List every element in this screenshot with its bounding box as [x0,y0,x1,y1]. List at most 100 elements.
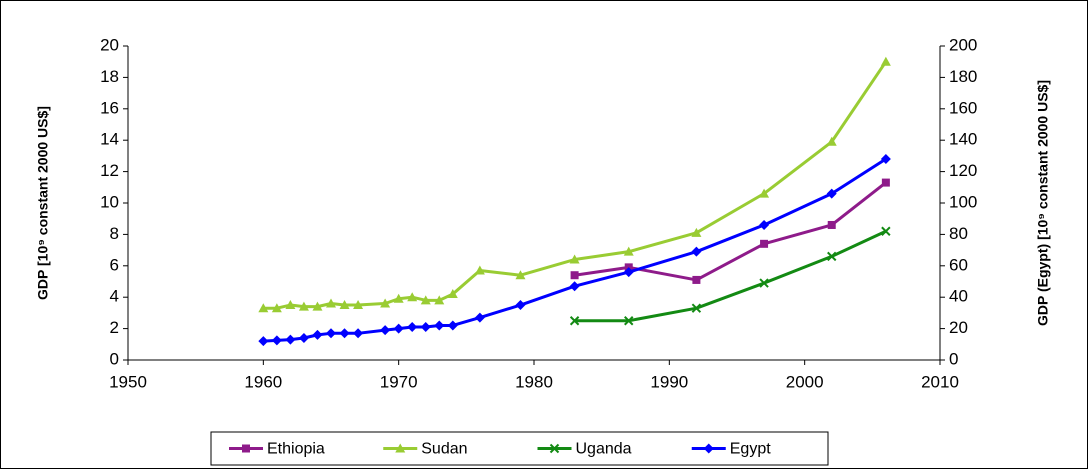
marker [623,267,634,278]
marker [326,328,336,339]
marker [826,188,837,199]
y-tick-label: 14 [100,130,119,149]
marker [420,322,431,333]
y2-tick-label: 160 [949,98,977,117]
marker [474,265,485,275]
series-line [574,181,887,282]
x-tick-label: 2000 [786,372,824,391]
y2-tick-label: 120 [949,161,977,180]
x-tick-label: 1950 [109,372,147,391]
x-tick-label: 1970 [380,372,418,391]
marker [759,188,770,198]
marker [312,301,323,311]
marker [312,329,323,340]
marker [759,278,769,288]
marker [624,316,634,326]
marker [393,323,404,334]
x-tick-label: 1980 [515,372,553,391]
legend-label: Egypt [730,441,771,458]
marker [298,301,309,311]
legend-marker [549,443,560,454]
marker [569,254,580,264]
series-line [263,157,887,343]
marker [298,333,309,344]
marker [380,298,391,308]
marker [353,300,364,310]
marker [285,300,296,310]
y2-axis-label: GDP (Egypt) [10⁹ constant 2000 US$] [1035,80,1051,326]
marker [339,328,350,339]
marker [393,293,404,303]
marker [691,227,702,237]
marker [826,136,837,146]
y2-tick-label: 180 [949,67,977,86]
marker [447,320,458,331]
marker [881,178,890,187]
marker [691,246,702,257]
series-line [263,60,888,310]
marker [271,303,282,313]
marker [569,281,580,292]
marker [420,295,431,305]
y2-tick-label: 200 [949,35,977,54]
marker [407,292,418,302]
marker [380,325,391,336]
marker [570,271,579,280]
series-line [574,229,887,323]
legend-marker [242,444,250,453]
y-tick-label: 8 [110,224,119,243]
y-tick-label: 6 [110,255,119,274]
legend-label: Uganda [576,441,632,458]
marker [569,316,580,326]
marker [827,220,836,229]
y-tick-label: 2 [110,318,119,337]
y-tick-label: 0 [110,349,119,368]
marker [880,56,891,66]
legend-marker [395,443,406,453]
y2-tick-label: 80 [949,224,968,243]
marker [434,320,445,331]
marker [339,300,350,310]
y2-tick-label: 40 [949,287,968,306]
marker [759,219,770,230]
legend-marker [703,443,714,454]
marker [285,334,296,345]
marker [881,226,891,236]
y-axis-label: GDP [10⁹ constant 2000 US$] [35,106,51,300]
marker [691,303,702,313]
y2-tick-label: 140 [949,130,977,149]
y2-tick-label: 0 [949,349,958,368]
marker [692,275,701,284]
marker [827,251,837,262]
y-tick-label: 12 [100,161,119,180]
marker [447,289,458,299]
x-tick-label: 2010 [921,372,959,391]
y-tick-label: 4 [110,287,119,306]
marker [474,312,485,323]
y2-tick-label: 60 [949,255,968,274]
marker [271,335,282,346]
marker [434,295,445,305]
marker [515,300,526,311]
marker [515,270,526,280]
y-tick-label: 20 [100,35,119,54]
y-tick-label: 16 [100,98,119,117]
marker [258,303,269,313]
x-tick-label: 1960 [244,372,282,391]
y-tick-label: 10 [100,192,119,211]
marker [258,336,269,347]
marker [760,239,769,248]
y-tick-label: 18 [100,67,119,86]
legend-label: Sudan [421,441,467,458]
marker [880,154,891,165]
x-tick-label: 1990 [650,372,688,391]
marker [326,298,336,308]
marker [353,328,364,339]
marker [623,246,634,256]
y2-tick-label: 20 [949,318,968,337]
legend-label: Ethiopia [267,441,325,458]
marker [407,322,418,333]
y2-tick-label: 100 [949,192,977,211]
